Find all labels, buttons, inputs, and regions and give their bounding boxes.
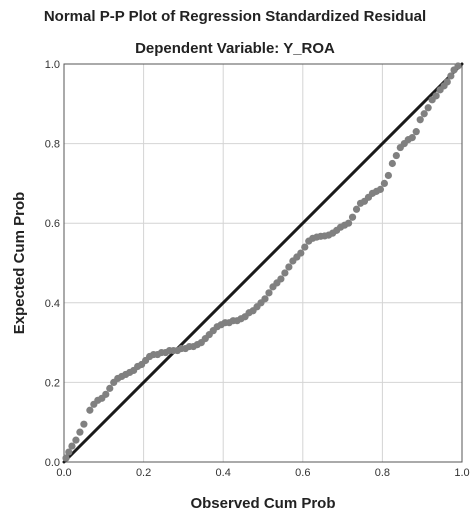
- data-point: [416, 116, 424, 124]
- data-point: [380, 179, 388, 187]
- x-tick-labels: 0.0 0.2 0.4 0.6 0.8 1.0: [56, 467, 469, 479]
- data-point: [72, 436, 80, 444]
- data-point: [392, 151, 400, 160]
- data-point: [412, 128, 420, 136]
- chart-title: Normal P-P Plot of Regression Standardiz…: [43, 8, 427, 25]
- data-point: [76, 428, 84, 436]
- data-point: [301, 243, 309, 251]
- data-point: [65, 448, 73, 456]
- data-point: [102, 390, 110, 398]
- x-tick-label: 0.8: [375, 467, 390, 479]
- plot-frame: [63, 63, 463, 463]
- data-point: [80, 420, 88, 428]
- data-point: [443, 78, 451, 86]
- y-tick-label: 0.4: [45, 298, 60, 310]
- data-point: [106, 384, 114, 392]
- data-point: [447, 72, 455, 80]
- data-point: [352, 205, 361, 213]
- data-point: [344, 219, 353, 227]
- data-point: [62, 454, 70, 462]
- data-point: [86, 406, 94, 414]
- data-point: [277, 275, 285, 283]
- data-point: [281, 269, 289, 277]
- y-axis-title: Expected Cum Prob: [11, 192, 28, 335]
- data-point: [297, 249, 305, 257]
- data-points: [62, 62, 462, 462]
- x-tick-label: 0.4: [216, 467, 231, 479]
- reference-line: [62, 62, 464, 464]
- data-point: [348, 213, 357, 221]
- data-point: [424, 104, 432, 112]
- data-point: [432, 92, 440, 100]
- data-point: [265, 289, 273, 297]
- chart-subtitle: Dependent Variable: Y_ROA: [135, 40, 335, 57]
- x-tick-label: 1.0: [454, 467, 469, 479]
- x-axis-title: Observed Cum Prob: [190, 495, 335, 512]
- y-tick-label: 0.2: [45, 377, 60, 389]
- data-point: [285, 263, 293, 271]
- data-point: [408, 134, 416, 142]
- data-point: [376, 185, 385, 193]
- x-tick-label: 0.6: [295, 467, 310, 479]
- data-point: [454, 62, 462, 70]
- x-tick-label: 0.2: [136, 467, 151, 479]
- data-point: [68, 442, 76, 450]
- y-tick-label: 1.0: [45, 59, 60, 71]
- data-point: [420, 110, 428, 118]
- data-point: [261, 295, 269, 303]
- y-tick-label: 0.6: [45, 218, 60, 230]
- data-point: [388, 159, 396, 168]
- x-tick-label: 0.0: [56, 467, 71, 479]
- data-point: [384, 171, 392, 180]
- y-tick-label: 0.0: [45, 457, 60, 469]
- y-tick-label: 0.8: [45, 139, 60, 151]
- y-tick-labels: 0.0 0.2 0.4 0.6 0.8 1.0: [45, 59, 60, 469]
